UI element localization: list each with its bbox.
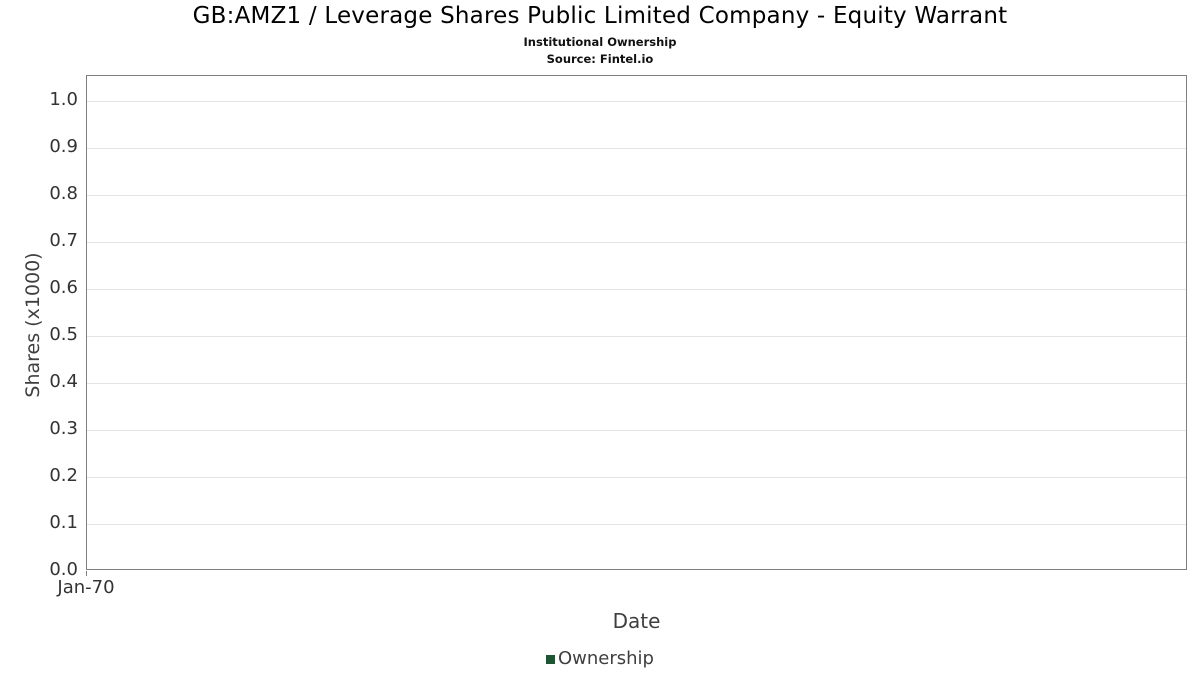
y-tick-label: 1.0 bbox=[49, 89, 78, 110]
y-axis-title: Shares (x1000) bbox=[22, 252, 44, 398]
gridline bbox=[87, 524, 1186, 525]
y-tick-label: 0.5 bbox=[49, 324, 78, 345]
chart-title: GB:AMZ1 / Leverage Shares Public Limited… bbox=[192, 3, 1008, 29]
gridline bbox=[87, 430, 1186, 431]
gridline bbox=[87, 195, 1186, 196]
gridline bbox=[87, 101, 1186, 102]
legend-item-ownership[interactable]: Ownership bbox=[546, 650, 654, 668]
chart-subtitle: Institutional Ownership bbox=[523, 35, 677, 49]
gridline bbox=[87, 242, 1186, 243]
y-tick-label: 0.2 bbox=[49, 465, 78, 486]
gridline bbox=[87, 477, 1186, 478]
x-axis-title: Date bbox=[612, 609, 661, 633]
plot-area bbox=[86, 75, 1187, 570]
gridline bbox=[87, 336, 1186, 337]
y-tick-label: 0.1 bbox=[49, 512, 78, 533]
y-tick-label: 0.8 bbox=[49, 183, 78, 204]
y-tick-label: 0.7 bbox=[49, 230, 78, 251]
legend-marker-square bbox=[546, 654, 555, 664]
x-tick-mark bbox=[86, 571, 87, 576]
y-tick-label: 0.4 bbox=[49, 371, 78, 392]
y-tick-label: 0.0 bbox=[49, 559, 78, 580]
y-tick-label: 0.9 bbox=[49, 136, 78, 157]
x-tick-label: Jan-70 bbox=[57, 577, 115, 598]
y-tick-label: 0.6 bbox=[49, 277, 78, 298]
gridline bbox=[87, 289, 1186, 290]
gridline bbox=[87, 148, 1186, 149]
y-tick-label: 0.3 bbox=[49, 418, 78, 439]
legend: Ownership bbox=[0, 648, 1200, 670]
gridline bbox=[87, 383, 1186, 384]
legend-label: Ownership bbox=[558, 648, 654, 669]
chart-source-label: Source: Fintel.io bbox=[546, 52, 654, 66]
